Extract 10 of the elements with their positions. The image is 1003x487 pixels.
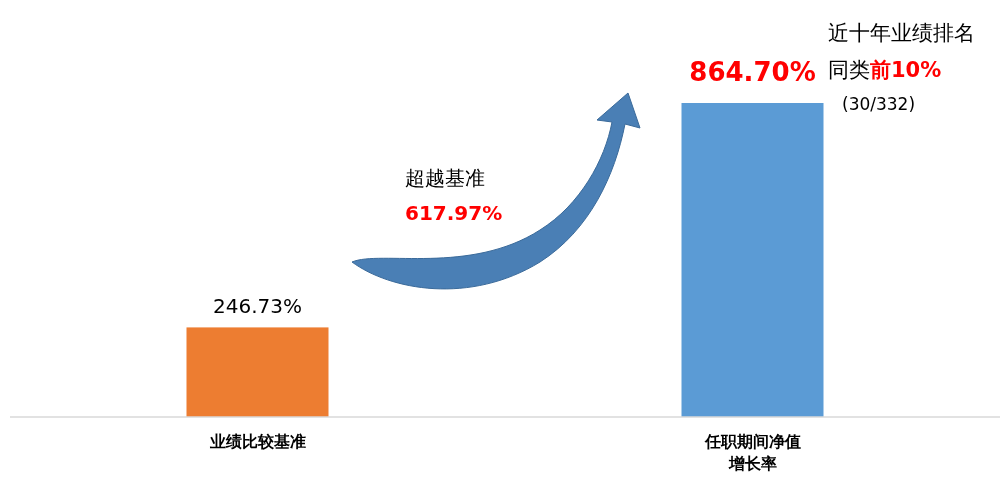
x-tick-label: 业绩比较基准: [208, 432, 306, 451]
text: 近十年业绩排名: [828, 21, 975, 45]
x-tick-label: 任职期间净值增长率: [703, 432, 801, 473]
annotation: (30/332): [842, 94, 916, 114]
annotation: 617.97%: [405, 201, 503, 225]
data-label: 864.70%: [689, 57, 816, 87]
text: 前10%: [869, 58, 942, 82]
data-label: 246.73%: [213, 294, 302, 319]
annotation: 超越基准: [405, 166, 485, 190]
text: 同类: [828, 58, 870, 82]
